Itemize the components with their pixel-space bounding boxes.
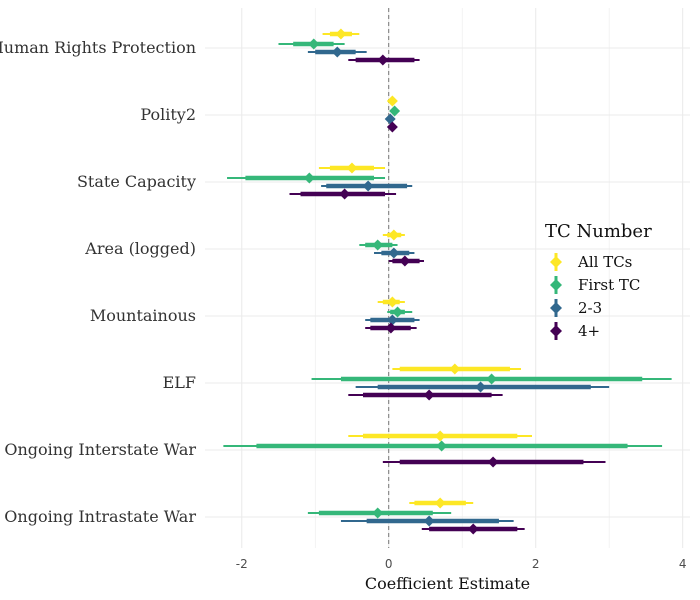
legend-key-marker <box>550 302 562 314</box>
y-tick-label: ELF <box>163 373 196 392</box>
x-axis-title: Coefficient Estimate <box>365 574 530 593</box>
y-tick-label: Polity2 <box>140 105 196 124</box>
y-tick-label: Ongoing Interstate War <box>4 440 196 459</box>
y-tick-label: State Capacity <box>77 172 196 191</box>
legend-title: TC Number <box>545 221 652 242</box>
y-tick-label: Area (logged) <box>84 239 196 258</box>
estimate-point <box>434 430 446 442</box>
series-group <box>307 46 610 527</box>
estimate-point <box>335 28 347 40</box>
legend-key-marker <box>550 325 562 337</box>
estimate-point <box>487 456 499 468</box>
x-axis-ticks: -2 0 2 4 <box>236 557 687 571</box>
estimate-point <box>377 54 389 66</box>
legend-key-marker <box>550 256 562 268</box>
legend-label: All TCs <box>577 253 632 271</box>
legend-key-marker <box>550 279 562 291</box>
estimate-point <box>386 121 398 133</box>
estimate-point <box>372 507 384 519</box>
legend-item: First TC <box>550 276 640 294</box>
x-tick-label: 0 <box>385 557 393 571</box>
estimate-point <box>436 440 448 452</box>
x-tick-label: -2 <box>236 557 248 571</box>
y-tick-label: Human Rights Protection <box>0 38 196 57</box>
legend-item: 4+ <box>550 322 600 340</box>
estimate-point <box>475 381 487 393</box>
y-axis-labels: Human Rights Protection Polity2 State Capa… <box>0 38 196 526</box>
estimate-point <box>386 314 398 326</box>
estimate-point <box>392 306 404 318</box>
series-group <box>223 38 672 519</box>
series-group <box>318 28 533 509</box>
legend-label: 4+ <box>578 322 600 340</box>
estimate-point <box>303 172 315 184</box>
estimate-point <box>388 229 400 241</box>
y-tick-label: Mountainous <box>90 306 196 325</box>
estimate-point <box>386 296 398 308</box>
estimate-point <box>423 515 435 527</box>
estimate-point <box>372 239 384 251</box>
x-tick-label: 4 <box>679 557 687 571</box>
estimate-point <box>388 247 400 259</box>
estimate-point <box>385 322 397 334</box>
estimate-point <box>331 46 343 58</box>
estimate-point <box>389 105 401 117</box>
estimate-point <box>386 95 398 107</box>
estimate-point <box>449 363 461 375</box>
legend-item: 2-3 <box>550 299 602 317</box>
estimate-point <box>339 188 351 200</box>
grid-lines <box>205 8 690 548</box>
series-marks <box>223 28 672 535</box>
x-tick-label: 2 <box>532 557 540 571</box>
estimate-point <box>467 523 479 535</box>
y-tick-label: Ongoing Intrastate War <box>4 507 196 526</box>
estimate-point <box>399 255 411 267</box>
legend: TC Number All TCs First TC 2-3 4+ <box>545 221 652 340</box>
estimate-point <box>384 113 396 125</box>
legend-item: All TCs <box>550 253 632 271</box>
legend-label: 2-3 <box>578 299 602 317</box>
estimate-point <box>346 162 358 174</box>
estimate-point <box>308 38 320 50</box>
estimate-point <box>362 180 374 192</box>
estimate-point <box>423 389 435 401</box>
series-group <box>289 54 606 535</box>
legend-items: All TCs First TC 2-3 4+ <box>550 253 640 340</box>
estimate-point <box>486 373 498 385</box>
estimate-point <box>434 497 446 509</box>
legend-label: First TC <box>578 276 640 294</box>
